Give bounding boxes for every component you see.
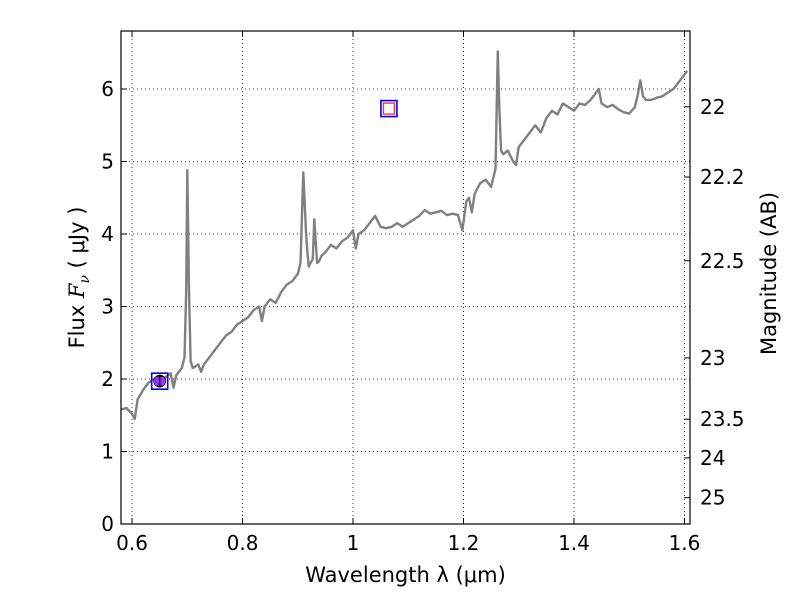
- spectrum-line: [120, 50, 689, 421]
- right-tick-label: 24: [700, 446, 725, 470]
- right-tick-label: 25: [700, 486, 725, 510]
- right-axis-label: Magnitude (AB): [757, 192, 781, 355]
- y-axis-label-prefix: Flux: [65, 298, 89, 348]
- y-axis-label-suffix: ( μJy ): [65, 207, 89, 275]
- photometry-markers: [150, 99, 398, 390]
- x-tick-label: 0.8: [227, 531, 259, 555]
- right-tick-label: 23: [700, 346, 725, 370]
- x-tick-label: 1.2: [448, 531, 480, 555]
- right-tick-label: 23.5: [700, 407, 745, 431]
- series-layer: [120, 50, 689, 421]
- right-tick-label: 22.2: [700, 165, 745, 189]
- y-tick-label: 6: [101, 77, 114, 101]
- y-tick-label: 2: [101, 367, 114, 391]
- photometry-point-open: [382, 102, 396, 115]
- y-axis-label-symbol: F: [65, 282, 89, 299]
- x-tick-label: 0.6: [116, 531, 148, 555]
- photometry-box: [150, 372, 169, 390]
- x-tick-label: 1.6: [669, 531, 701, 555]
- photometry-box: [380, 99, 398, 118]
- y-tick-label: 3: [101, 295, 114, 319]
- y-tick-label: 1: [101, 440, 114, 464]
- x-axis-label: Wavelength λ (μm): [305, 563, 506, 587]
- plot-frame: [120, 30, 691, 525]
- ticks: 0.6 0.8 1 1.2 1.4 1.601234562222.222.52323.52…: [101, 31, 745, 555]
- right-tick-label: 22: [700, 95, 725, 119]
- right-tick-label: 22.5: [700, 249, 745, 273]
- x-tick-label: 1.4: [558, 531, 590, 555]
- y-tick-label: 4: [101, 222, 114, 246]
- y-tick-label: 5: [101, 150, 114, 174]
- y-tick-label: 0: [101, 512, 114, 536]
- y-axis-label-subscript: ν: [77, 275, 93, 284]
- y-axis-label: Flux Fν ( μJy ): [65, 207, 93, 349]
- x-tick-label: 1: [347, 531, 360, 555]
